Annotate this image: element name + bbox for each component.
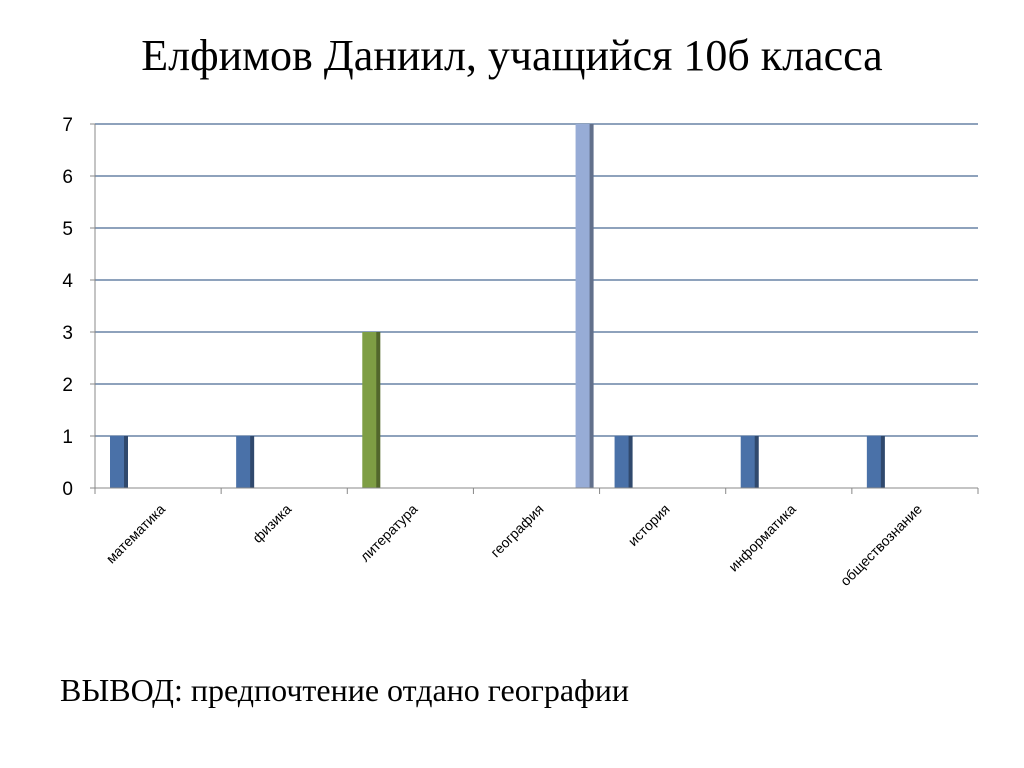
chart-grid [95,123,978,437]
x-category-label: обществознание [837,501,925,589]
chart-bars [110,124,885,488]
y-tick-label: 4 [62,271,73,292]
x-category-label: математика [103,501,169,567]
y-tick-label: 0 [62,479,73,500]
x-category-label: география [487,501,546,560]
y-tick-labels: 0 1 2 3 4 5 6 7 [62,115,73,500]
slide-title: Елфимов Даниил, учащийся 10б класса [141,31,883,80]
bar-физика [236,436,255,488]
y-tick-label: 6 [62,167,73,188]
conclusion-text: ВЫВОД: предпочтение отдано географии [60,672,630,708]
bar-shade [628,436,633,488]
bar-литература [362,332,381,488]
bar-shade [754,436,759,488]
bar-shade [880,436,885,488]
bar-география [575,124,594,488]
bar-обществознание [866,436,885,488]
chart-axes [90,123,979,494]
y-tick-label: 7 [62,115,73,136]
bar-shade [376,332,381,488]
bar-shade [250,436,255,488]
x-category-label: физика [249,501,294,546]
y-tick-label: 2 [62,375,73,396]
bar-shade [124,436,128,488]
bar-shade [589,124,594,488]
bar-информатика [740,436,759,488]
y-tick-label: 1 [62,427,73,448]
y-tick-label: 5 [62,219,73,240]
x-category-label: информатика [725,501,799,575]
bar-история [614,436,633,488]
bar-chart: 0 1 2 3 4 5 6 7 математика физика литература геогр… [62,115,979,589]
y-tick-label: 3 [62,323,73,344]
bar-математика [110,436,128,488]
x-category-label: литература [357,501,421,565]
x-category-labels: математика физика литература география истор… [103,501,926,589]
x-category-label: история [625,501,673,549]
